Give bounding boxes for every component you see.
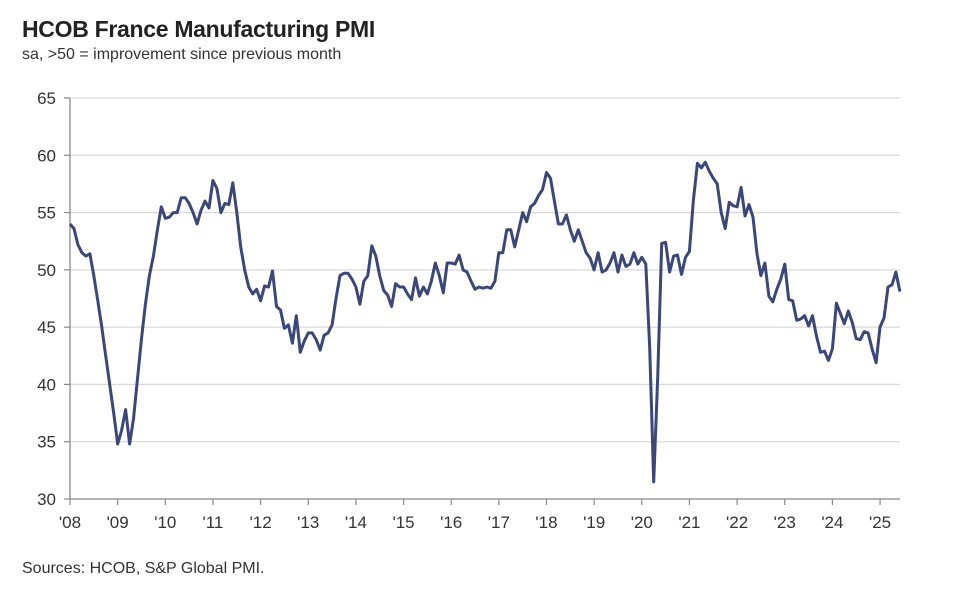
source-note: Sources: HCOB, S&P Global PMI. [22, 560, 265, 577]
x-tick-label: '11 [202, 513, 223, 532]
y-tick-label: 45 [37, 318, 56, 337]
x-tick-label: '18 [535, 513, 557, 532]
x-tick-label: '24 [821, 513, 843, 532]
y-tick-label: 50 [37, 261, 56, 280]
y-tick-label: 60 [37, 146, 56, 165]
x-tick-label: '08 [59, 513, 81, 532]
x-tick-label: '15 [392, 513, 414, 532]
chart-title: HCOB France Manufacturing PMI [22, 16, 375, 42]
y-tick-label: 40 [37, 375, 56, 394]
y-tick-label: 30 [37, 490, 56, 509]
x-tick-label: '20 [631, 513, 653, 532]
x-tick-label: '12 [250, 513, 272, 532]
x-tick-label: '22 [726, 513, 748, 532]
x-tick-label: '23 [774, 513, 796, 532]
x-tick-label: '19 [583, 513, 605, 532]
pmi-series-line [68, 160, 902, 484]
x-tick-label: '14 [345, 513, 367, 532]
y-tick-label: 65 [37, 89, 56, 108]
chart-subtitle: sa, >50 = improvement since previous mon… [22, 46, 342, 63]
y-tick-label: 55 [37, 204, 56, 223]
y-tick-label: 35 [37, 433, 56, 452]
x-tick-label: '10 [154, 513, 176, 532]
x-tick-label: '16 [440, 513, 462, 532]
x-tick-label: '21 [678, 513, 700, 532]
x-tick-label: '25 [869, 513, 891, 532]
x-tick-label: '09 [107, 513, 129, 532]
x-tick-label: '13 [297, 513, 319, 532]
x-tick-label: '17 [488, 513, 510, 532]
